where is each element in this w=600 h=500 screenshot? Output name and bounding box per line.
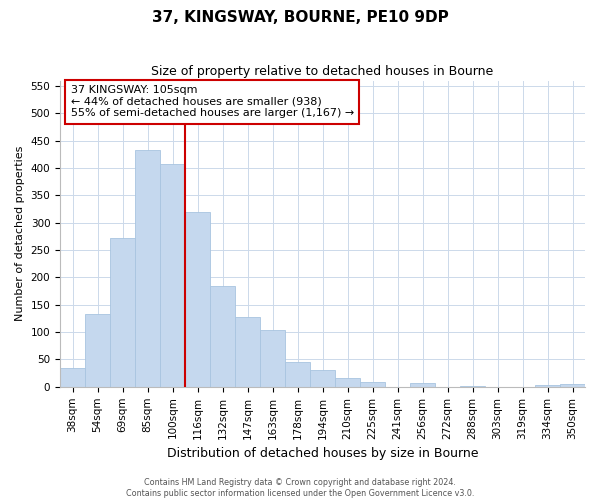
X-axis label: Distribution of detached houses by size in Bourne: Distribution of detached houses by size …: [167, 447, 478, 460]
Text: Contains HM Land Registry data © Crown copyright and database right 2024.
Contai: Contains HM Land Registry data © Crown c…: [126, 478, 474, 498]
Bar: [235, 318, 260, 387]
Bar: [85, 314, 110, 387]
Title: Size of property relative to detached houses in Bourne: Size of property relative to detached ho…: [151, 65, 494, 78]
Text: 37, KINGSWAY, BOURNE, PE10 9DP: 37, KINGSWAY, BOURNE, PE10 9DP: [152, 10, 448, 25]
Bar: [560, 384, 585, 387]
Bar: [285, 362, 310, 387]
Bar: [335, 378, 360, 387]
Bar: [535, 385, 560, 387]
Text: 37 KINGSWAY: 105sqm
← 44% of detached houses are smaller (938)
55% of semi-detac: 37 KINGSWAY: 105sqm ← 44% of detached ho…: [71, 85, 354, 118]
Bar: [110, 238, 135, 387]
Bar: [210, 286, 235, 387]
Bar: [410, 383, 435, 387]
Bar: [310, 370, 335, 387]
Bar: [135, 150, 160, 387]
Bar: [185, 212, 210, 387]
Bar: [260, 330, 285, 387]
Bar: [360, 382, 385, 387]
Bar: [460, 386, 485, 387]
Bar: [160, 164, 185, 387]
Bar: [60, 368, 85, 387]
Y-axis label: Number of detached properties: Number of detached properties: [15, 146, 25, 322]
